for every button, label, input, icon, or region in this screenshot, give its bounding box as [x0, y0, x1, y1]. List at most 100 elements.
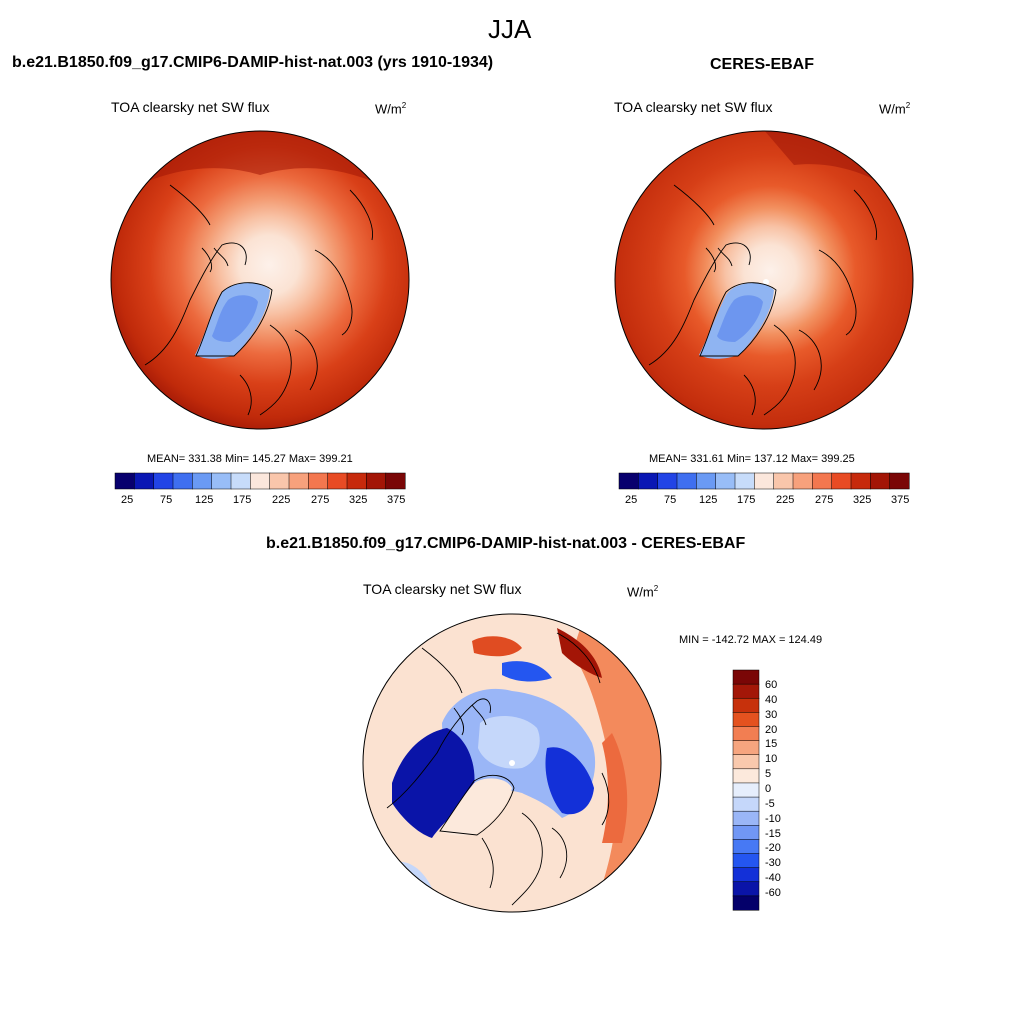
- diff-units-label: W/m2: [627, 584, 659, 600]
- obs-cb-swatch-12: [850, 472, 871, 490]
- diff-warm-north: [472, 636, 522, 657]
- obs-greenland-core: [717, 295, 763, 342]
- obs-cb-label-2: 125: [699, 494, 718, 506]
- model-cb-label-3: 175: [233, 494, 252, 506]
- obs-cb-swatch-14: [889, 472, 910, 490]
- obs-coastlines: [648, 184, 877, 416]
- diff-colorbar: [732, 669, 760, 911]
- model-cb-label-2: 125: [195, 494, 214, 506]
- model-cb-swatch-2: [153, 472, 174, 490]
- obs-cb-swatch-1: [638, 472, 659, 490]
- model-cb-swatch-8: [269, 472, 290, 490]
- diff-cb-label-4: 15: [765, 738, 778, 750]
- obs-cb-swatch-7: [754, 472, 775, 490]
- obs-colorbar: [618, 472, 910, 490]
- model-cb-swatch-11: [327, 472, 348, 490]
- diff-cb-label-14: -60: [765, 887, 781, 899]
- model-cb-swatch-1: [134, 472, 155, 490]
- diff-variable-label: TOA clearsky net SW flux: [363, 581, 522, 597]
- diff-cb-label-7: 0: [765, 783, 772, 795]
- model-cb-label-4: 225: [272, 494, 291, 506]
- obs-cb-swatch-3: [676, 472, 697, 490]
- model-polar-map: [110, 130, 410, 430]
- model-cb-swatch-13: [366, 472, 387, 490]
- obs-cb-swatch-10: [812, 472, 833, 490]
- diff-cb-label-13: -40: [765, 872, 781, 884]
- obs-pole-marker: [763, 279, 769, 285]
- obs-colorbar-labels: 25 75 125 175 225 275 325 375: [619, 494, 909, 508]
- model-cb-label-7: 375: [387, 494, 406, 506]
- diff-cb-label-11: -20: [765, 842, 781, 854]
- obs-case-title: CERES-EBAF: [710, 56, 815, 73]
- diff-cool-ring-north: [502, 661, 552, 682]
- obs-units-label: W/m2: [879, 101, 911, 117]
- obs-cb-swatch-13: [870, 472, 891, 490]
- model-cb-label-6: 325: [349, 494, 368, 506]
- model-cb-label-5: 275: [311, 494, 330, 506]
- obs-cb-label-4: 225: [776, 494, 795, 506]
- diff-cool-pole: [478, 716, 540, 769]
- diff-coastlines: [386, 632, 610, 906]
- obs-variable-label: TOA clearsky net SW flux: [614, 99, 773, 115]
- obs-cb-label-0: 25: [625, 494, 638, 506]
- model-case-title: b.e21.B1850.f09_g17.CMIP6-DAMIP-hist-nat…: [12, 54, 494, 71]
- model-variable-label: TOA clearsky net SW flux: [111, 99, 270, 115]
- diff-cb-swatch-7: [732, 768, 760, 784]
- model-cb-label-1: 75: [160, 494, 173, 506]
- diff-cb-swatch-0: [732, 669, 760, 685]
- diff-cb-swatch-14: [732, 867, 760, 883]
- obs-polar-map: [614, 130, 914, 430]
- diff-cb-label-6: 5: [765, 768, 772, 780]
- diff-cb-swatch-12: [732, 839, 760, 855]
- model-cb-label-0: 25: [121, 494, 134, 506]
- diff-cb-label-0: 60: [765, 679, 778, 691]
- model-cb-swatch-14: [385, 472, 406, 490]
- diff-cb-swatch-11: [732, 825, 760, 840]
- obs-cb-swatch-11: [831, 472, 852, 490]
- model-stats: MEAN= 331.38 Min= 145.27 Max= 399.21: [147, 453, 353, 465]
- obs-cb-label-7: 375: [891, 494, 910, 506]
- diff-stats: MIN = -142.72 MAX = 124.49: [679, 634, 823, 646]
- obs-cb-swatch-4: [696, 472, 717, 490]
- model-cb-swatch-9: [288, 472, 309, 490]
- obs-cb-swatch-5: [715, 472, 736, 490]
- diff-cb-swatch-6: [732, 754, 760, 770]
- model-cb-swatch-4: [192, 472, 213, 490]
- obs-stats: MEAN= 331.61 Min= 137.12 Max= 399.25: [649, 453, 855, 465]
- model-cb-swatch-5: [211, 472, 232, 490]
- diff-pole-marker: [509, 760, 515, 766]
- diff-cb-swatch-15: [732, 881, 760, 897]
- diff-cb-swatch-8: [732, 782, 760, 798]
- diff-warm-east-strong: [602, 733, 628, 843]
- diff-cb-swatch-10: [732, 810, 760, 826]
- diff-greenland-diff: [440, 778, 512, 836]
- diff-cb-label-3: 20: [765, 724, 778, 736]
- diff-cb-label-12: -30: [765, 857, 781, 869]
- obs-cb-swatch-8: [773, 472, 794, 490]
- obs-cb-swatch-6: [734, 472, 755, 490]
- diff-cb-label-9: -10: [765, 813, 781, 825]
- diff-cb-swatch-9: [732, 796, 760, 812]
- model-cb-swatch-6: [230, 472, 251, 490]
- diff-warm-northeast: [557, 628, 602, 678]
- diff-cb-label-8: -5: [765, 798, 775, 810]
- diff-cb-swatch-5: [732, 740, 760, 756]
- diff-cb-label-10: -15: [765, 828, 781, 840]
- diff-cb-label-1: 40: [765, 694, 778, 706]
- model-cb-swatch-12: [346, 472, 367, 490]
- obs-cb-label-6: 325: [853, 494, 872, 506]
- obs-cb-label-1: 75: [664, 494, 677, 506]
- diff-cb-swatch-16: [732, 895, 760, 911]
- diff-strong-cool-east: [545, 747, 594, 815]
- obs-cb-label-5: 275: [815, 494, 834, 506]
- diff-cb-swatch-3: [732, 712, 760, 728]
- obs-cb-swatch-2: [657, 472, 678, 490]
- diff-colorbar-labels: 60 40 30 20 15 10 5 0 -5 -10 -15 -20 -30…: [765, 679, 805, 909]
- diff-cb-swatch-1: [732, 683, 760, 699]
- model-cb-swatch-3: [172, 472, 193, 490]
- obs-cb-label-3: 175: [737, 494, 756, 506]
- diff-cb-label-5: 10: [765, 753, 778, 765]
- model-coastlines: [144, 184, 373, 416]
- diff-polar-map: [362, 613, 662, 913]
- model-greenland-core: [212, 295, 258, 342]
